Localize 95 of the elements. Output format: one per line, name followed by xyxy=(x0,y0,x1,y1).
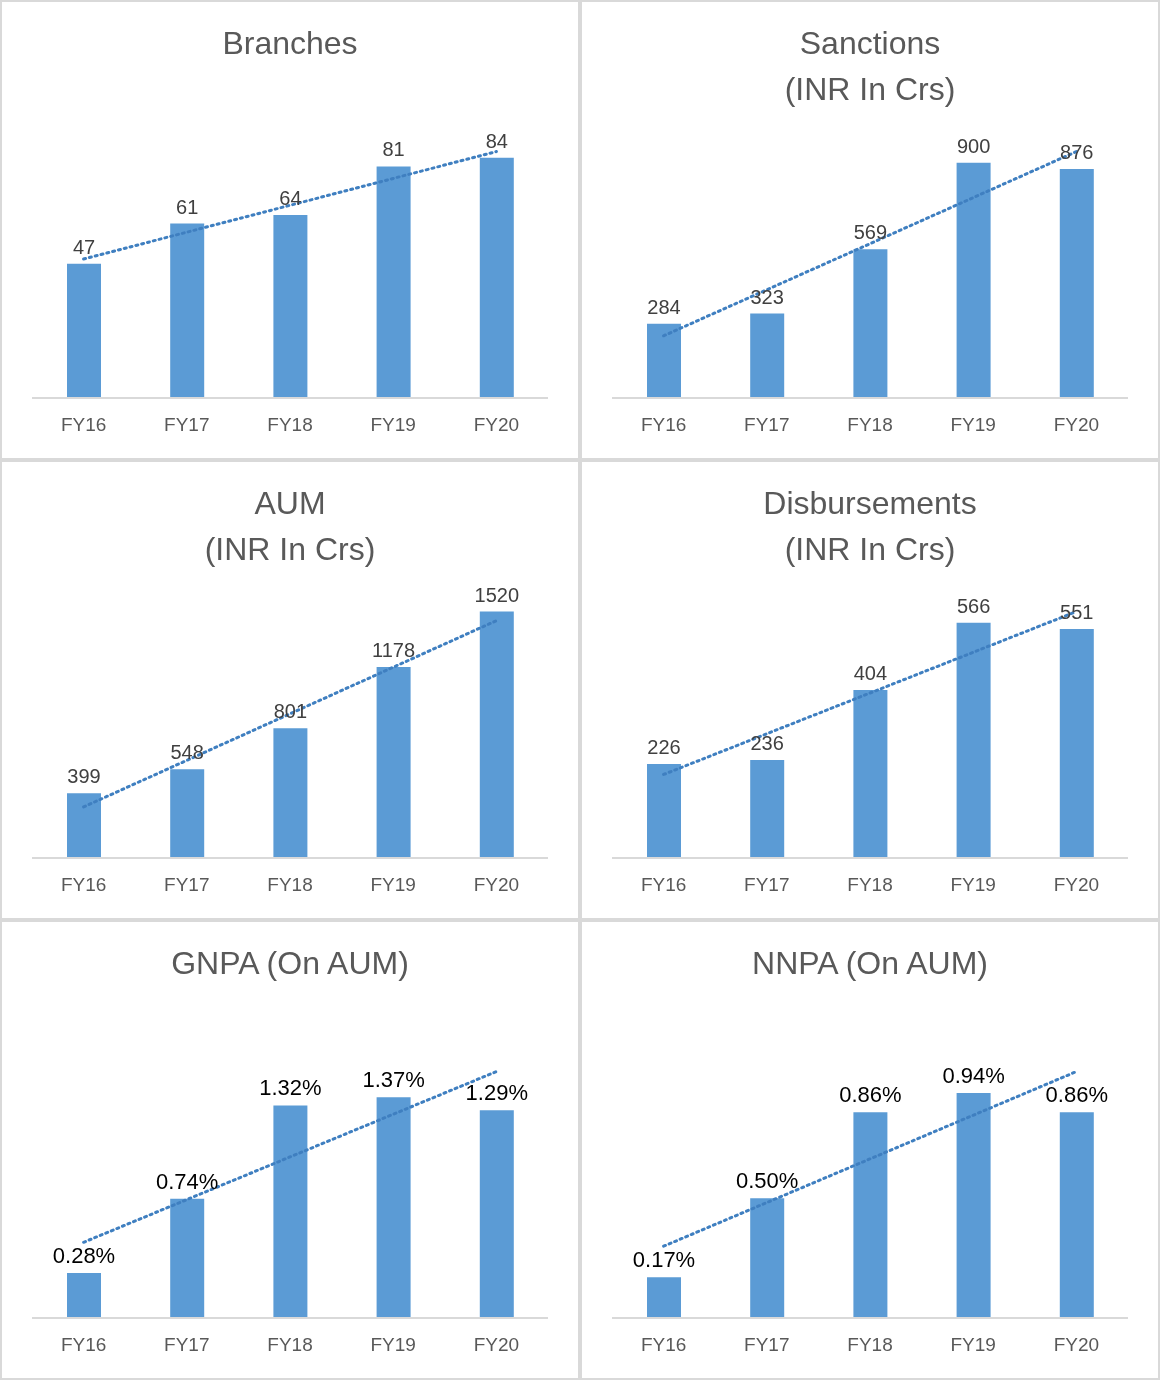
bar xyxy=(170,1198,205,1318)
data-label: 551 xyxy=(1060,601,1094,624)
bar xyxy=(1059,169,1094,398)
bar xyxy=(376,1097,411,1318)
x-tick-label: FY18 xyxy=(847,874,893,896)
data-label: 0.86% xyxy=(1045,1082,1108,1108)
data-label: 0.86% xyxy=(839,1082,902,1108)
data-label: 81 xyxy=(382,138,405,161)
x-tick-label: FY19 xyxy=(950,1334,996,1356)
data-label: 47 xyxy=(72,235,96,258)
bar xyxy=(479,1110,514,1318)
bar xyxy=(750,1198,785,1318)
x-tick-label: FY16 xyxy=(60,874,107,896)
bar xyxy=(853,249,888,398)
x-tick-label: FY20 xyxy=(473,874,520,896)
bar xyxy=(956,1093,991,1318)
data-label: 876 xyxy=(1060,141,1094,164)
data-label: 1178 xyxy=(372,639,416,662)
data-label: 236 xyxy=(750,731,784,754)
x-tick-label: FY17 xyxy=(164,414,210,436)
data-label: 900 xyxy=(956,134,991,157)
data-label: 0.94% xyxy=(942,1063,1005,1089)
data-label: 323 xyxy=(750,285,784,308)
x-tick-label: FY19 xyxy=(370,874,416,896)
bar xyxy=(479,157,514,398)
bar xyxy=(170,223,205,398)
bar xyxy=(956,162,991,398)
bar xyxy=(170,769,205,858)
bar xyxy=(273,1105,308,1318)
x-tick-label: FY18 xyxy=(267,874,313,896)
chart-title: Sanctions (INR In Crs) xyxy=(783,24,957,109)
x-tick-label: FY20 xyxy=(1053,414,1100,436)
data-label: 399 xyxy=(67,765,101,788)
data-label: 284 xyxy=(647,295,681,318)
bar xyxy=(376,166,411,398)
chart-title: Branches xyxy=(221,24,359,63)
data-label: 0.74% xyxy=(156,1168,219,1194)
bar xyxy=(647,764,681,858)
bar xyxy=(67,1272,101,1318)
x-tick-label: FY18 xyxy=(267,414,313,436)
data-label: 1.29% xyxy=(465,1080,528,1106)
data-label: 0.17% xyxy=(632,1247,696,1273)
data-label: 61 xyxy=(176,195,199,218)
x-tick-label: FY18 xyxy=(847,1334,893,1356)
data-label: 404 xyxy=(853,662,888,685)
bar xyxy=(750,759,785,858)
x-tick-label: FY16 xyxy=(640,414,687,436)
data-label: 1520 xyxy=(474,583,520,606)
data-label: 0.28% xyxy=(52,1242,116,1268)
x-tick-label: FY17 xyxy=(744,414,790,436)
x-tick-label: FY18 xyxy=(267,1334,313,1356)
chart-title: AUM (INR In Crs) xyxy=(203,484,377,569)
data-label: 548 xyxy=(170,741,204,764)
data-label: 566 xyxy=(956,594,991,617)
x-tick-label: FY18 xyxy=(847,414,893,436)
x-tick-label: FY17 xyxy=(164,1334,210,1356)
data-label: 1.32% xyxy=(259,1075,322,1101)
bar xyxy=(479,611,514,858)
x-tick-label: FY20 xyxy=(1053,874,1100,896)
x-tick-label: FY19 xyxy=(950,414,996,436)
bar xyxy=(956,622,991,858)
x-tick-label: FY19 xyxy=(370,414,416,436)
bar xyxy=(853,1112,888,1318)
x-tick-label: FY20 xyxy=(473,414,520,436)
data-label: 569 xyxy=(853,221,888,244)
bar xyxy=(647,323,681,398)
bar xyxy=(1059,629,1094,858)
bar xyxy=(750,313,785,398)
x-tick-label: FY16 xyxy=(640,1334,687,1356)
x-tick-label: FY20 xyxy=(473,1334,520,1356)
data-label: 64 xyxy=(279,187,302,210)
x-tick-label: FY16 xyxy=(60,1334,107,1356)
bar xyxy=(647,1277,681,1318)
bar xyxy=(273,728,308,858)
data-label: 84 xyxy=(485,129,508,152)
data-label: 1.37% xyxy=(362,1067,425,1093)
x-tick-label: FY19 xyxy=(370,1334,416,1356)
chart-title: GNPA (On AUM) xyxy=(170,944,410,983)
x-tick-label: FY17 xyxy=(744,1334,790,1356)
bar xyxy=(67,793,101,858)
x-tick-label: FY16 xyxy=(640,874,687,896)
data-label: 226 xyxy=(647,736,681,759)
x-tick-label: FY19 xyxy=(950,874,996,896)
x-tick-label: FY20 xyxy=(1053,1334,1100,1356)
bar xyxy=(273,215,308,398)
bar xyxy=(376,667,411,858)
bar xyxy=(67,263,101,398)
chart-title: NNPA (On AUM) xyxy=(751,944,989,983)
bar xyxy=(853,690,888,858)
x-tick-label: FY17 xyxy=(164,874,210,896)
chart-title: Disbursements (INR In Crs) xyxy=(762,484,978,569)
x-tick-label: FY16 xyxy=(60,414,107,436)
x-tick-label: FY17 xyxy=(744,874,790,896)
data-label: 0.50% xyxy=(736,1168,799,1194)
bar xyxy=(1059,1112,1094,1318)
